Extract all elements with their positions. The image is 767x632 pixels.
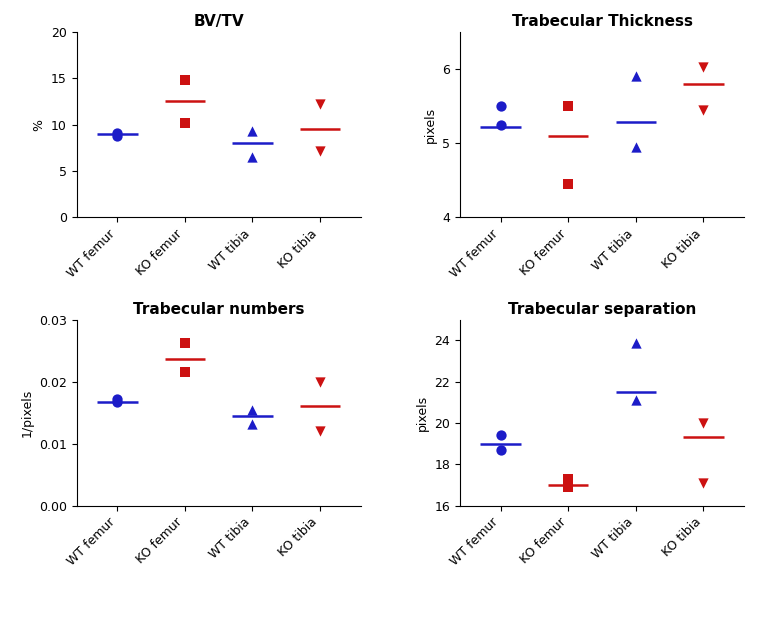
Point <box>562 474 574 484</box>
Point <box>314 147 326 157</box>
Point <box>697 418 709 428</box>
Point <box>111 131 123 141</box>
Title: Trabecular separation: Trabecular separation <box>508 302 696 317</box>
Point <box>111 394 123 404</box>
Y-axis label: 1/pixels: 1/pixels <box>21 389 34 437</box>
Point <box>495 430 507 441</box>
Point <box>246 152 258 162</box>
Y-axis label: %: % <box>32 119 45 131</box>
Title: BV/TV: BV/TV <box>193 14 244 29</box>
Point <box>697 62 709 72</box>
Point <box>111 128 123 138</box>
Point <box>562 179 574 189</box>
Point <box>630 338 642 348</box>
Point <box>495 445 507 455</box>
Point <box>179 367 191 377</box>
Y-axis label: pixels: pixels <box>423 106 436 143</box>
Point <box>314 377 326 387</box>
Point <box>314 99 326 109</box>
Point <box>495 101 507 111</box>
Point <box>179 75 191 85</box>
Point <box>246 404 258 415</box>
Point <box>179 118 191 128</box>
Point <box>314 426 326 436</box>
Point <box>495 119 507 130</box>
Point <box>562 101 574 111</box>
Point <box>246 126 258 136</box>
Point <box>630 71 642 82</box>
Point <box>562 482 574 492</box>
Title: Trabecular Thickness: Trabecular Thickness <box>512 14 693 29</box>
Point <box>697 478 709 488</box>
Point <box>697 105 709 115</box>
Title: Trabecular numbers: Trabecular numbers <box>133 302 304 317</box>
Point <box>630 395 642 405</box>
Point <box>630 142 642 152</box>
Point <box>111 397 123 407</box>
Point <box>246 419 258 429</box>
Point <box>179 338 191 348</box>
Y-axis label: pixels: pixels <box>416 394 429 431</box>
